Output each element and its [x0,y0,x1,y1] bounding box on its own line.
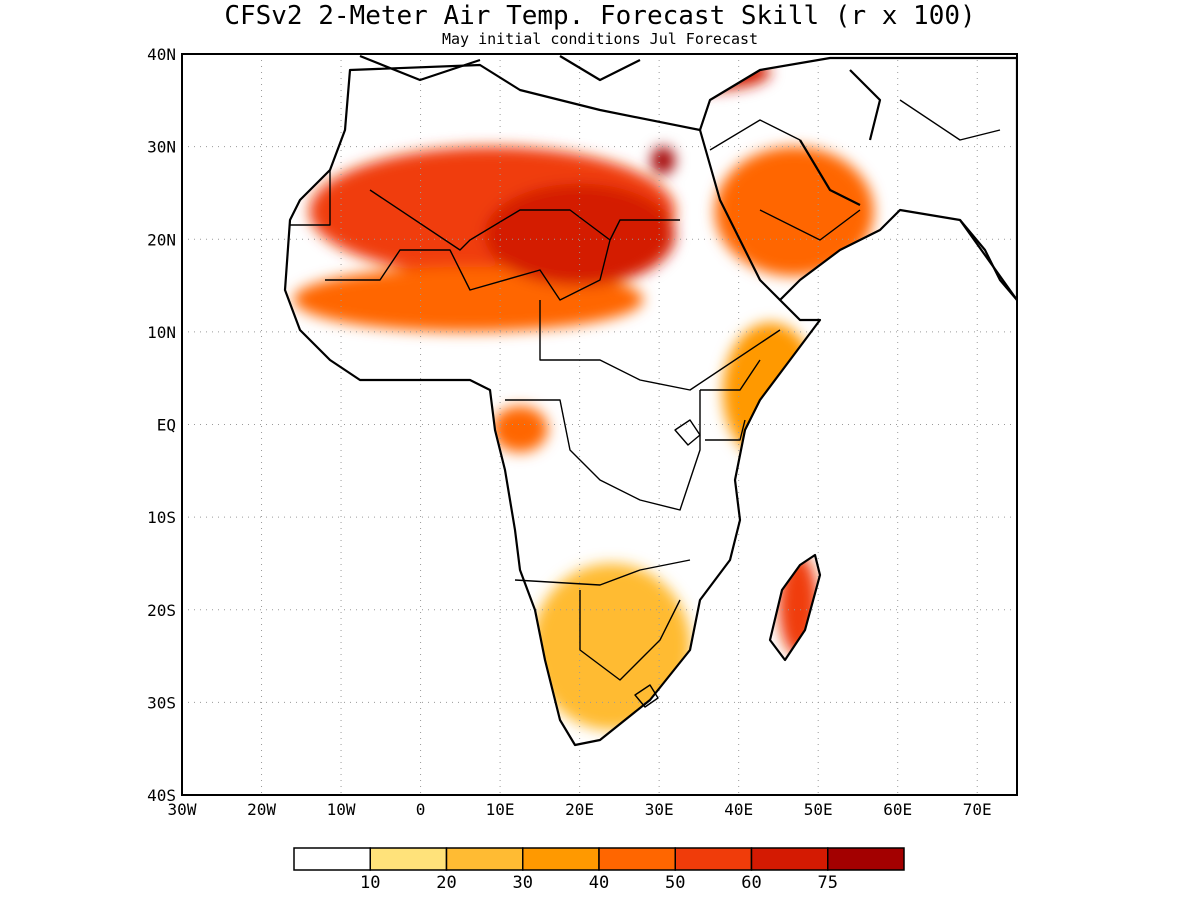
lake-victoria [674,419,701,446]
lon-tick-label: 30W [168,800,197,819]
colorbar-swatch [522,847,600,871]
lon-tick-label: 60E [883,800,912,819]
lon-tick-label: 20W [247,800,276,819]
border-west-sahara [290,170,611,251]
lon-tick-label: 70E [963,800,992,819]
africa-coastline [283,56,1017,747]
colorbar-tick-label: 10 [360,873,380,893]
border-congo [505,390,701,511]
border-arabia [709,99,1001,241]
lat-tick-label: 10S [147,508,176,527]
colorbar-swatch [674,847,753,871]
india-coast [959,219,1017,301]
lon-tick-label: 30E [645,800,674,819]
coastlines [283,54,1017,747]
colorbar-tick-label: 50 [665,873,685,893]
skill-shading [293,58,874,731]
red-sea-coast [698,129,781,301]
colorbar-swatch [369,847,448,871]
lesotho [634,684,659,708]
lon-tick-label: 40E [724,800,753,819]
lon-tick-label: 10E [486,800,515,819]
colorbar-swatch [445,847,524,871]
lon-tick-label: 10W [327,800,356,819]
map-subtitle: May initial conditions Jul Forecast [442,30,758,48]
latitude-ticks: 40N 30N 20N 10N EQ 10S 20S 30S 40S [147,45,176,805]
lat-tick-label: 30N [147,138,176,157]
country-borders [290,99,1001,708]
longitude-ticks: 30W 20W 10W 0 10E 20E 30E 40E 50E 60E 70E [168,800,992,819]
lat-tick-label: 30S [147,693,176,712]
map-frame [181,53,1018,796]
map-title: CFSv2 2-Meter Air Temp. Forecast Skill (… [224,1,975,31]
skill-region-egypt-hotspot [651,146,676,175]
persian-gulf-coast [799,139,861,206]
border-sahel [325,219,680,301]
colorbar-swatch [827,847,905,871]
lat-tick-label: 20S [147,601,176,620]
madagascar-coastline [768,553,822,662]
skill-region-arabia [714,146,874,277]
colorbar-swatch [293,847,371,871]
lat-tick-label: 10N [147,323,176,342]
colorbar: 10 20 30 40 50 60 75 [293,847,905,893]
colorbar-tick-label: 40 [589,873,609,893]
skill-region-southern-africa [531,563,691,731]
skill-region-congo-west [492,405,548,453]
lon-tick-label: 0 [416,800,426,819]
colorbar-swatch [750,847,829,871]
colorbar-tick-label: 30 [513,873,533,893]
lon-tick-label: 50E [804,800,833,819]
colorbar-tick-label: 75 [818,873,838,893]
lat-tick-label: 40S [147,786,176,805]
skill-field [293,58,874,731]
colorbar-tick-label: 20 [436,873,456,893]
colorbar-tick-label: 60 [741,873,761,893]
border-south [514,559,691,681]
lon-tick-label: 20E [565,800,594,819]
europe-coast [359,54,641,82]
caspian-coast [849,69,882,141]
lat-tick-label: EQ [157,416,176,435]
border-central [539,300,781,391]
colorbar-swatch [598,847,676,871]
border-east [700,359,761,441]
skill-region-turkey [627,58,771,92]
lat-tick-label: 20N [147,230,176,249]
lat-tick-label: 40N [147,45,176,64]
skill-region-horn [722,322,819,462]
